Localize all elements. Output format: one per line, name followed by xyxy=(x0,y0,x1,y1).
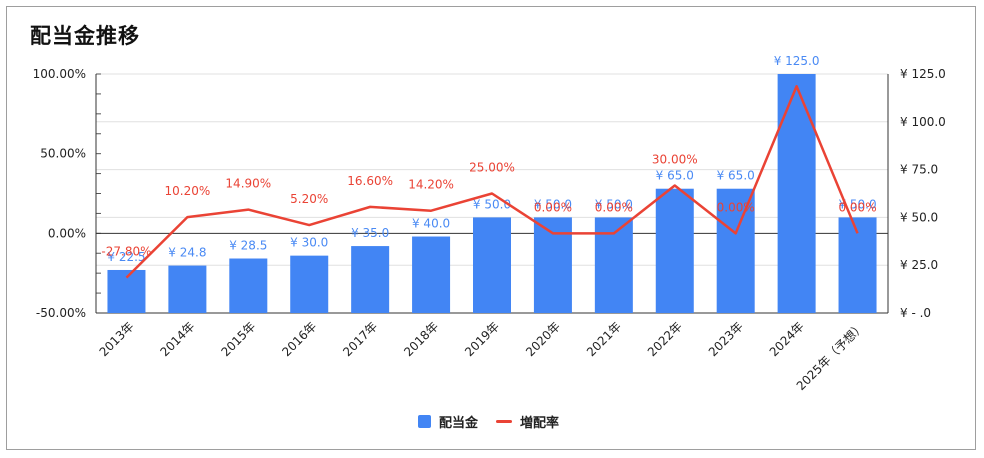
x-tick-label: 2018年 xyxy=(401,319,441,359)
left-tick-label: -50.00% xyxy=(36,306,86,320)
right-tick-label: ¥ 75.0 xyxy=(900,163,938,177)
line-value-label: 25.00% xyxy=(469,161,515,175)
legend-item-growth: 増配率 xyxy=(496,412,559,431)
line-value-label: -27.80% xyxy=(101,245,151,259)
bar-value-label: ¥ 50.0 xyxy=(534,197,572,211)
x-tick-label: 2021年 xyxy=(584,319,624,359)
bar xyxy=(290,255,329,313)
bar xyxy=(168,265,207,313)
x-tick-label: 2024年 xyxy=(767,319,807,359)
legend-swatch-bar xyxy=(418,415,431,428)
left-tick-label: 100.00% xyxy=(33,67,86,81)
bar-value-label: ¥ 125.0 xyxy=(774,54,820,68)
x-tick-label: 2016年 xyxy=(279,319,319,359)
bar-value-label: ¥ 24.8 xyxy=(168,246,206,260)
right-tick-label: ¥ 100.0 xyxy=(900,115,946,129)
x-tick-label: 2014年 xyxy=(158,319,198,359)
bar-value-label: ¥ 22.5 xyxy=(107,250,145,264)
legend-swatch-line xyxy=(496,420,513,423)
line-value-label: 10.20% xyxy=(165,184,211,198)
right-tick-label: ¥ 125.0 xyxy=(900,67,946,81)
bar xyxy=(229,258,268,313)
bar-value-label: ¥ 65.0 xyxy=(656,169,694,183)
line-value-label: 14.20% xyxy=(408,178,454,192)
legend-label-growth: 増配率 xyxy=(520,416,560,431)
bar xyxy=(473,217,511,313)
bar-value-label: ¥ 50.0 xyxy=(473,197,511,211)
line-value-label: 14.90% xyxy=(225,177,271,191)
growth-line xyxy=(125,85,859,279)
x-tick-label: 2023年 xyxy=(706,319,746,359)
bar-value-label: ¥ 35.0 xyxy=(351,226,389,240)
bar-value-label: ¥ 30.0 xyxy=(290,236,328,250)
right-tick-label: ¥ 25.0 xyxy=(900,258,938,272)
right-tick-label: ¥ 50.0 xyxy=(900,210,938,224)
x-tick-label: 2015年 xyxy=(218,319,258,359)
line-value-label: 0.00% xyxy=(595,200,633,214)
line-value-label: 0.00% xyxy=(838,200,876,214)
legend-label-dividend: 配当金 xyxy=(439,416,479,431)
left-tick-label: 0.00% xyxy=(48,226,86,240)
x-tick-label: 2022年 xyxy=(645,319,685,359)
x-tick-label: 2019年 xyxy=(462,319,502,359)
bar-value-label: ¥ 28.5 xyxy=(229,239,267,253)
line-value-label: 5.20% xyxy=(290,192,328,206)
x-tick-label: 2013年 xyxy=(97,319,137,359)
chart-legend: 配当金 増配率 xyxy=(418,412,559,431)
bar xyxy=(716,188,755,313)
x-tick-label: 2017年 xyxy=(340,319,380,359)
line-value-label: 0.00% xyxy=(534,200,572,214)
line-value-label: 0.00% xyxy=(717,200,755,214)
left-tick-label: 50.00% xyxy=(40,147,86,161)
bar xyxy=(533,217,572,313)
legend-item-dividend: 配当金 xyxy=(418,412,478,431)
bar xyxy=(777,74,816,313)
x-tick-label: 2020年 xyxy=(523,319,563,359)
bar-value-label: ¥ 50.0 xyxy=(595,197,633,211)
chart-title: 配当金推移 xyxy=(30,24,140,48)
bar xyxy=(412,236,451,313)
right-tick-label: ¥ - .0 xyxy=(900,306,931,320)
line-value-label: 30.00% xyxy=(652,153,698,167)
bar-value-label: ¥ 40.0 xyxy=(412,217,450,231)
line-value-label: 16.60% xyxy=(347,174,393,188)
bar-value-label: ¥ 65.0 xyxy=(717,169,755,183)
bar xyxy=(594,217,633,313)
bar xyxy=(655,188,694,313)
bar xyxy=(351,246,390,313)
